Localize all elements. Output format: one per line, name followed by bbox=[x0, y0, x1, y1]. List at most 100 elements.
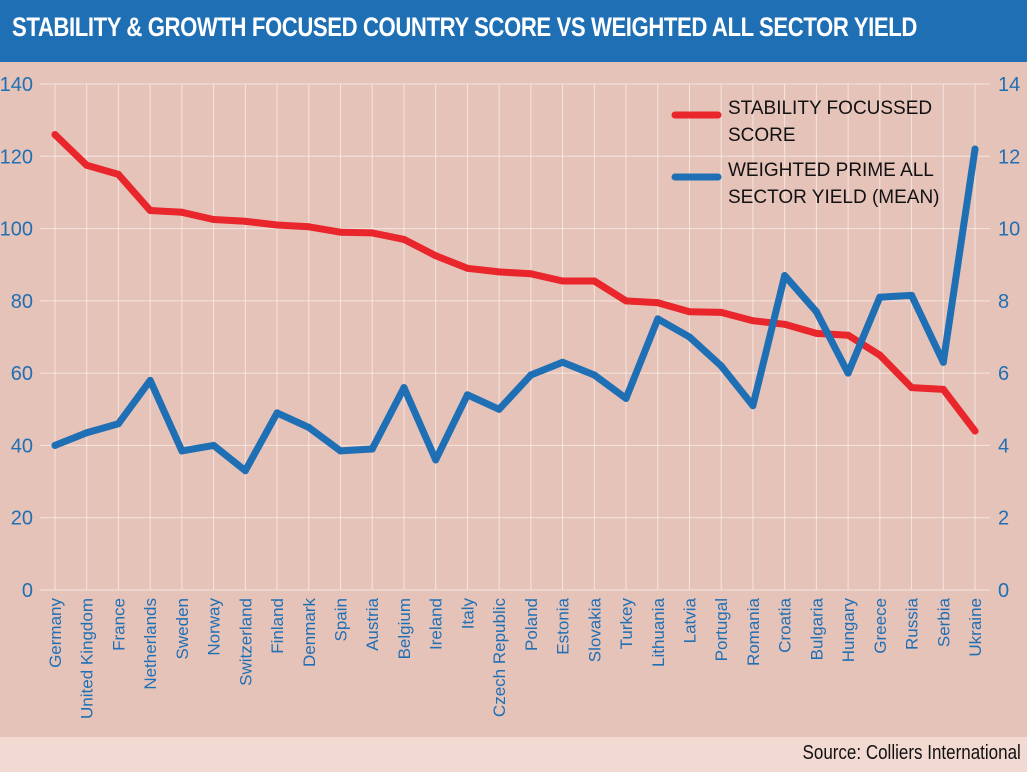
data-point bbox=[908, 291, 916, 299]
x-category-label: Bulgaria bbox=[807, 597, 826, 660]
data-point bbox=[114, 420, 122, 428]
data-point bbox=[368, 229, 376, 237]
x-category-label: Ukraine bbox=[966, 598, 985, 657]
legend: STABILITY FOCUSSED SCORE WEIGHTED PRIME AL… bbox=[671, 98, 940, 208]
x-category-label: Ireland bbox=[427, 598, 446, 650]
data-point bbox=[337, 228, 345, 236]
data-point bbox=[622, 394, 630, 402]
data-point bbox=[432, 252, 440, 260]
x-category-label: Portugal bbox=[712, 598, 731, 661]
x-category-label: Romania bbox=[744, 597, 763, 666]
legend-label: WEIGHTED PRIME ALL bbox=[728, 160, 934, 181]
data-point bbox=[527, 270, 535, 278]
legend-label: SECTOR YIELD (MEAN) bbox=[728, 187, 940, 208]
data-point bbox=[241, 467, 249, 475]
data-point bbox=[590, 371, 598, 379]
data-point bbox=[622, 297, 630, 305]
data-point bbox=[178, 447, 186, 455]
data-point bbox=[749, 402, 757, 410]
y-left-tick-label: 140 bbox=[0, 74, 33, 96]
x-category-label: Denmark bbox=[300, 598, 319, 667]
legend-label: SCORE bbox=[728, 125, 796, 146]
data-point bbox=[971, 427, 979, 435]
data-point bbox=[305, 223, 313, 231]
data-point bbox=[210, 441, 218, 449]
y-right-tick-label: 6 bbox=[998, 363, 1009, 385]
y-left-tick-label: 60 bbox=[11, 363, 33, 385]
data-point bbox=[83, 429, 91, 437]
y-right-tick-label: 10 bbox=[998, 219, 1020, 241]
data-point bbox=[495, 405, 503, 413]
data-point bbox=[590, 277, 598, 285]
x-category-label: Netherlands bbox=[141, 598, 160, 690]
y-right-tick-label: 8 bbox=[998, 291, 1009, 313]
data-point bbox=[749, 317, 757, 325]
y-right-tick-label: 14 bbox=[998, 74, 1020, 96]
plot-background bbox=[0, 62, 1027, 737]
y-right-tick-label: 0 bbox=[998, 580, 1009, 602]
data-point bbox=[876, 293, 884, 301]
data-point bbox=[876, 351, 884, 359]
axes: 0 20 40 60 80 100 120 140 0 2 4 6 8 10 12 14 Germany Unit… bbox=[0, 74, 1020, 719]
data-point bbox=[432, 456, 440, 464]
x-category-label: Switzerland bbox=[236, 598, 255, 686]
x-category-label: Norway bbox=[205, 598, 224, 656]
y-right-tick-label: 12 bbox=[998, 146, 1020, 168]
data-point bbox=[812, 329, 820, 337]
data-point bbox=[463, 264, 471, 272]
data-point bbox=[400, 384, 408, 392]
data-point bbox=[781, 272, 789, 280]
y-right-tick-label: 4 bbox=[998, 435, 1009, 457]
x-category-label: Poland bbox=[522, 598, 541, 651]
series-line-prime-yield bbox=[51, 145, 979, 475]
source-note: Source: Colliers International bbox=[802, 742, 1021, 764]
data-point bbox=[781, 320, 789, 328]
data-point bbox=[939, 358, 947, 366]
data-point bbox=[685, 308, 693, 316]
data-point bbox=[654, 315, 662, 323]
data-point bbox=[717, 362, 725, 370]
x-category-label: Serbia bbox=[934, 597, 953, 647]
x-category-label: Croatia bbox=[776, 597, 795, 652]
data-point bbox=[114, 170, 122, 178]
x-category-label: Czech Republic bbox=[490, 598, 509, 718]
data-point bbox=[146, 207, 154, 214]
x-category-label: Germany bbox=[46, 598, 65, 668]
data-point bbox=[559, 277, 567, 285]
data-point bbox=[654, 299, 662, 307]
data-point bbox=[146, 376, 154, 384]
y-left-tick-label: 100 bbox=[0, 219, 33, 241]
footer bbox=[0, 737, 1027, 772]
y-left-tick-label: 40 bbox=[11, 435, 33, 457]
title-bar bbox=[0, 0, 1027, 62]
y-left-tick-label: 80 bbox=[11, 291, 33, 313]
x-category-label: Sweden bbox=[173, 598, 192, 659]
data-point bbox=[273, 221, 281, 229]
data-point bbox=[337, 447, 345, 455]
x-category-label: Belgium bbox=[395, 598, 414, 659]
x-category-label: Greece bbox=[871, 598, 890, 654]
series-line-stability-score bbox=[51, 131, 979, 435]
data-point bbox=[812, 308, 820, 316]
x-category-label: Russia bbox=[903, 597, 922, 650]
y-left-tick-label: 120 bbox=[0, 146, 33, 168]
x-category-label: Spain bbox=[332, 598, 351, 641]
data-point bbox=[527, 371, 535, 379]
y-left-tick-label: 20 bbox=[11, 508, 33, 530]
data-point bbox=[495, 268, 503, 276]
grid-lines bbox=[40, 83, 990, 591]
x-category-label: Latvia bbox=[680, 597, 699, 643]
data-point bbox=[908, 384, 916, 392]
data-point bbox=[844, 369, 852, 377]
data-point bbox=[463, 391, 471, 399]
data-point bbox=[559, 358, 567, 366]
data-point bbox=[368, 445, 376, 453]
data-point bbox=[939, 385, 947, 393]
x-category-label: Lithuania bbox=[649, 597, 668, 667]
y-right-tick-label: 2 bbox=[998, 508, 1009, 530]
data-point bbox=[400, 235, 408, 243]
data-point bbox=[717, 308, 725, 316]
data-point bbox=[51, 441, 59, 449]
x-category-label: Austria bbox=[363, 597, 382, 650]
data-point bbox=[685, 333, 693, 341]
